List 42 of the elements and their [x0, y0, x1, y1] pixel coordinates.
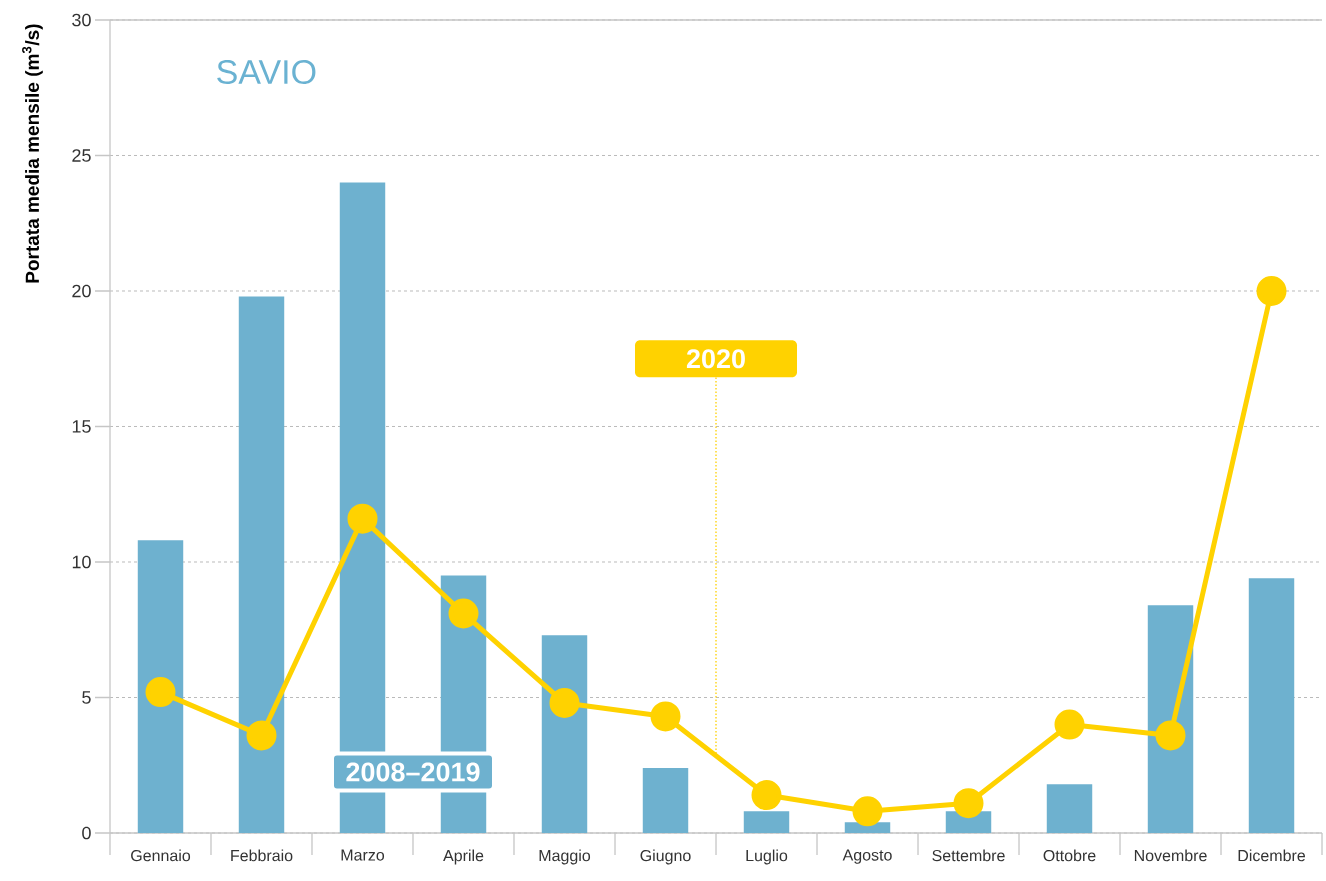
y-tick-label: 30: [72, 13, 91, 27]
text: SAVIO: [217, 59, 316, 85]
point: [852, 796, 883, 827]
x-tick-label: Aprile: [443, 849, 484, 865]
point: [1155, 720, 1186, 751]
y-tick-label: 0: [82, 826, 91, 840]
x-tick-label: Dicembre: [1238, 849, 1306, 862]
x-tick-label: Agosto: [842, 849, 892, 864]
point: [549, 687, 580, 718]
point: [246, 720, 277, 751]
x-tick-label: Ottobre: [1043, 849, 1096, 862]
x-tick-label: Gennaio: [131, 849, 191, 862]
x-tick-label: Luglio: [746, 849, 788, 865]
bar: [743, 811, 790, 833]
bar: [1046, 784, 1093, 833]
bar: [642, 767, 689, 833]
bar: [137, 540, 184, 833]
point: [1256, 276, 1287, 306]
x-tick-label: Febbraio: [231, 849, 293, 862]
bar: [238, 296, 285, 833]
y-axis-title: Portata media mensile (m$^{3}$/s): [22, 24, 43, 283]
x-tick-label: Maggio: [539, 849, 591, 865]
series-label: 2008–2019: [346, 762, 480, 782]
x-tick-label: Settembre: [932, 849, 1005, 862]
point: [1054, 709, 1085, 740]
x-tick-label: Giugno: [640, 849, 691, 865]
point: [953, 788, 984, 819]
point: [145, 677, 176, 708]
point: [650, 701, 681, 732]
point: [751, 780, 782, 811]
y-tick-label: 25: [72, 149, 91, 162]
bar: [1248, 578, 1295, 833]
y-tick-label: 10: [72, 555, 91, 569]
y-tick-label: 20: [72, 284, 91, 298]
x-tick-label: Marzo: [341, 849, 385, 861]
x-tick-label: Novembre: [1134, 849, 1207, 862]
y-tick-label: 15: [72, 420, 91, 433]
bar: [541, 635, 588, 833]
y-tick-label: 5: [82, 691, 91, 704]
point: [347, 503, 378, 534]
point: [448, 598, 479, 629]
text: 2020: [686, 349, 745, 369]
